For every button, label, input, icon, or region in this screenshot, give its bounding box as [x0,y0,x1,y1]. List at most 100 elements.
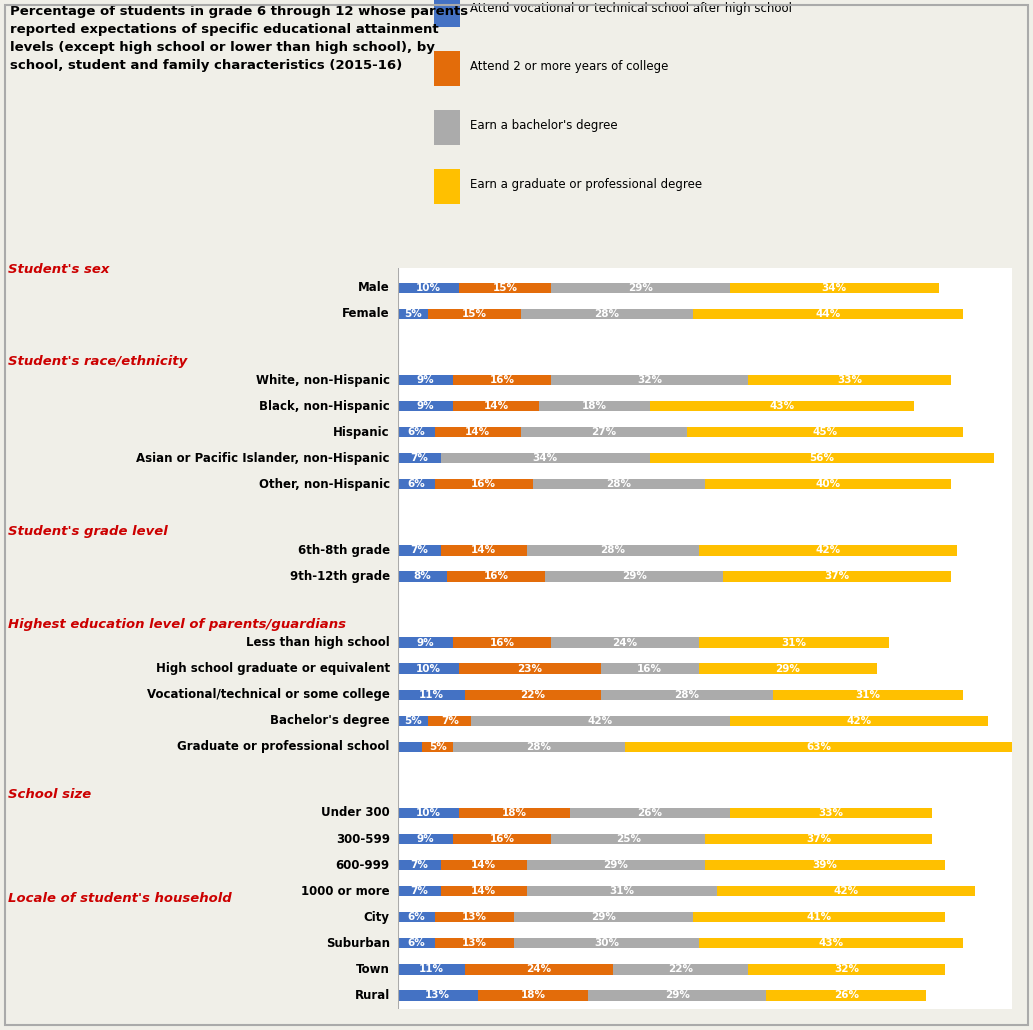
Bar [527,545,699,555]
Bar [398,282,459,294]
Bar [723,572,950,582]
Text: 5%: 5% [404,716,421,726]
Bar [398,545,441,555]
Text: Vocational/technical or some college: Vocational/technical or some college [147,688,389,701]
Text: 31%: 31% [855,690,880,699]
Bar [545,572,723,582]
Bar [699,545,957,555]
Text: 33%: 33% [837,375,862,385]
Text: Student's sex: Student's sex [8,263,109,276]
Bar [441,545,527,555]
Text: City: City [364,911,389,924]
Text: Percentage of students in grade 6 through 12 whose parents
reported expectations: Percentage of students in grade 6 throug… [10,5,468,72]
Bar [398,716,429,726]
Text: 1000 or more: 1000 or more [302,885,389,897]
Bar [435,938,514,949]
Text: Asian or Pacific Islander, non-Hispanic: Asian or Pacific Islander, non-Hispanic [136,452,389,465]
Bar [588,990,766,1000]
Text: 26%: 26% [834,991,858,1000]
Text: 14%: 14% [471,886,496,896]
Bar [527,886,717,896]
Text: 7%: 7% [410,453,428,464]
Bar [650,453,994,464]
Text: 300-599: 300-599 [336,832,389,846]
Text: 13%: 13% [462,913,487,922]
Text: 18%: 18% [502,808,527,818]
Text: 16%: 16% [490,375,514,385]
Bar [435,479,533,489]
Bar [729,808,933,818]
Bar [465,689,600,700]
Bar [398,375,453,385]
Bar [706,860,945,870]
Text: 42%: 42% [846,716,871,726]
Text: 22%: 22% [521,690,545,699]
Text: 6%: 6% [407,479,425,489]
Text: Town: Town [356,963,389,975]
FancyBboxPatch shape [434,0,460,27]
Text: 42%: 42% [588,716,614,726]
Bar [552,282,729,294]
Bar [435,912,514,923]
Bar [453,401,539,411]
Text: 37%: 37% [824,572,850,582]
Bar [706,834,933,845]
Text: 23%: 23% [518,663,542,674]
Text: Male: Male [358,281,389,295]
Text: 7%: 7% [410,860,428,870]
Bar [521,309,693,319]
Text: School size: School size [8,788,91,801]
Text: 28%: 28% [606,479,631,489]
Bar [533,479,706,489]
Text: 14%: 14% [465,427,491,437]
Bar [477,990,588,1000]
Bar [398,453,441,464]
Text: 39%: 39% [812,860,838,870]
Text: Bachelor's degree: Bachelor's degree [270,714,389,727]
Bar [625,742,1012,752]
Bar [398,572,447,582]
Text: 16%: 16% [483,572,508,582]
Text: 6%: 6% [407,913,425,922]
Text: 31%: 31% [782,638,807,648]
Text: Female: Female [342,307,389,320]
Bar [699,938,963,949]
Bar [766,990,927,1000]
Bar [447,572,545,582]
Text: 11%: 11% [419,964,444,974]
Bar [398,912,435,923]
Text: 45%: 45% [812,427,838,437]
Text: 600-999: 600-999 [336,859,389,871]
Bar [398,742,422,752]
Bar [398,663,459,674]
Text: Attend vocational or technical school after high school: Attend vocational or technical school af… [470,1,792,14]
Bar [693,912,945,923]
Text: 32%: 32% [637,375,662,385]
Bar [706,479,951,489]
Text: 28%: 28% [594,309,619,319]
Bar [398,938,435,949]
Text: 34%: 34% [533,453,558,464]
Text: 16%: 16% [471,479,496,489]
Text: 29%: 29% [628,283,653,293]
Text: Suburban: Suburban [325,936,389,950]
Text: 30%: 30% [594,938,619,949]
Bar [600,689,773,700]
Text: 9%: 9% [416,401,434,411]
Text: 43%: 43% [818,938,844,949]
Text: 9th-12th grade: 9th-12th grade [289,570,389,583]
Bar [699,663,877,674]
Bar [398,964,465,974]
Text: 28%: 28% [527,742,552,752]
Text: 41%: 41% [806,913,832,922]
Bar [441,860,527,870]
Bar [459,808,570,818]
Text: 5%: 5% [429,742,446,752]
Text: Locale of student's household: Locale of student's household [8,892,231,905]
Text: 42%: 42% [834,886,859,896]
Bar [398,427,435,438]
Text: 15%: 15% [462,309,487,319]
Text: 33%: 33% [818,808,844,818]
Bar [539,401,650,411]
Bar [435,427,521,438]
